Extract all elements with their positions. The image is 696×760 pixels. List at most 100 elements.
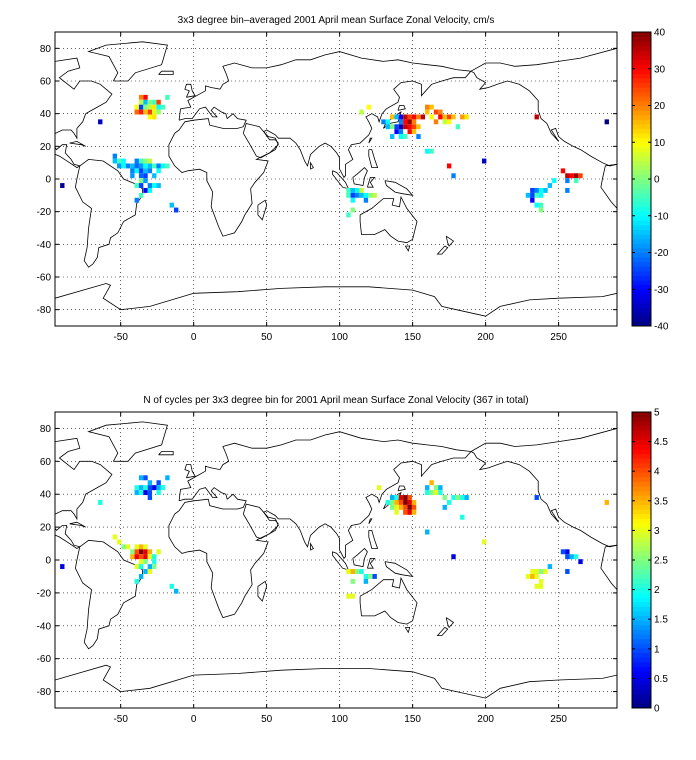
map-layer bbox=[55, 412, 617, 708]
data-cell bbox=[143, 163, 148, 169]
colorbar-band bbox=[632, 698, 651, 704]
data-cell bbox=[156, 480, 161, 486]
data-cell bbox=[147, 183, 153, 188]
colorbar-band bbox=[632, 449, 651, 455]
data-cell bbox=[530, 569, 535, 574]
colorbar-band bbox=[632, 321, 651, 327]
data-cell bbox=[438, 109, 443, 115]
colorbar-band bbox=[632, 119, 651, 125]
colorbar-band bbox=[632, 110, 651, 116]
colorbar-band bbox=[632, 146, 651, 152]
data-cell bbox=[411, 499, 417, 505]
data-cell bbox=[134, 183, 139, 188]
x-tick-label: -50 bbox=[113, 714, 128, 725]
colorbar-band bbox=[632, 412, 651, 418]
data-cell bbox=[152, 114, 157, 120]
colorbar-band bbox=[632, 234, 651, 240]
data-cell bbox=[350, 197, 355, 203]
data-cell bbox=[143, 173, 148, 179]
colorbar-band bbox=[632, 467, 651, 473]
data-cell bbox=[578, 173, 583, 179]
data-cell bbox=[604, 119, 609, 125]
colorbar-tick-label: 0 bbox=[654, 175, 660, 186]
data-cell bbox=[152, 104, 157, 110]
data-cell bbox=[147, 168, 153, 174]
data-cell bbox=[429, 490, 434, 496]
colorbar-band bbox=[632, 156, 651, 162]
coastline-south-america bbox=[74, 539, 144, 650]
colorbar-tick-label: 2 bbox=[654, 585, 660, 596]
data-cell bbox=[143, 178, 148, 184]
data-cell bbox=[138, 559, 144, 565]
data-cell bbox=[363, 192, 369, 198]
colorbar-band bbox=[632, 458, 651, 464]
colorbar-band bbox=[632, 573, 651, 579]
data-cell bbox=[156, 183, 161, 188]
x-tick-label: 150 bbox=[404, 714, 421, 725]
data-cell bbox=[350, 569, 355, 574]
colorbar-band bbox=[632, 684, 651, 690]
data-cell bbox=[156, 163, 161, 169]
data-cell bbox=[130, 168, 135, 174]
data-cell bbox=[573, 554, 579, 560]
map-layer bbox=[55, 32, 617, 326]
data-cell bbox=[117, 539, 122, 545]
colorbar-band bbox=[632, 238, 651, 244]
colorbar-band bbox=[632, 444, 651, 450]
coastline-cuba bbox=[69, 521, 86, 528]
colorbar-band bbox=[632, 303, 651, 309]
data-cell bbox=[481, 539, 487, 545]
coastline-sulawesi bbox=[367, 558, 376, 569]
data-cell bbox=[147, 485, 153, 491]
colorbar-band bbox=[632, 142, 651, 148]
data-cell bbox=[565, 187, 570, 193]
colorbar-band bbox=[632, 68, 651, 74]
colorbar-band bbox=[632, 601, 651, 607]
colorbar-band bbox=[632, 629, 651, 635]
data-cell bbox=[363, 573, 369, 579]
x-tick-label: 50 bbox=[261, 332, 273, 343]
data-cell bbox=[121, 544, 126, 550]
colorbar-tick-label: 4 bbox=[654, 467, 660, 478]
coastline-taiwan bbox=[368, 137, 373, 144]
data-cell bbox=[429, 104, 434, 110]
colorbar-band bbox=[632, 638, 651, 644]
data-cell bbox=[403, 119, 408, 125]
data-cell bbox=[538, 207, 544, 213]
data-cell bbox=[425, 485, 430, 491]
data-cell bbox=[573, 178, 579, 184]
colorbar-band bbox=[632, 261, 651, 267]
colorbar-band bbox=[632, 416, 651, 422]
colorbar-band bbox=[632, 229, 651, 235]
data-cell bbox=[112, 153, 118, 159]
colorbar-band bbox=[632, 689, 651, 695]
data-cell bbox=[398, 504, 404, 510]
y-tick-label: -20 bbox=[37, 207, 52, 218]
data-cell bbox=[534, 187, 539, 193]
data-cell bbox=[429, 114, 434, 120]
data-cell bbox=[173, 588, 179, 594]
data-cell bbox=[152, 559, 157, 565]
data-cell bbox=[346, 593, 351, 599]
colorbar-band bbox=[632, 536, 651, 542]
data-cell bbox=[147, 114, 153, 120]
x-tick-label: 100 bbox=[331, 714, 348, 725]
data-cell bbox=[354, 187, 360, 193]
data-cell bbox=[433, 490, 439, 496]
colorbar-band bbox=[632, 643, 651, 649]
data-cell bbox=[160, 104, 166, 110]
colorbar-band bbox=[632, 32, 651, 38]
y-tick-label: -40 bbox=[37, 240, 52, 251]
data-cell bbox=[368, 573, 373, 579]
x-tick-label: 150 bbox=[404, 332, 421, 343]
colorbar-band bbox=[632, 569, 651, 575]
data-cell bbox=[346, 187, 351, 193]
coastline-hokkaido bbox=[397, 105, 406, 111]
data-cell bbox=[429, 148, 434, 154]
data-cell bbox=[538, 578, 544, 584]
data-cell bbox=[538, 583, 544, 589]
colorbar-band bbox=[632, 615, 651, 621]
colorbar-band bbox=[632, 657, 651, 663]
colorbar-band bbox=[632, 578, 651, 584]
colorbar-band bbox=[632, 183, 651, 189]
